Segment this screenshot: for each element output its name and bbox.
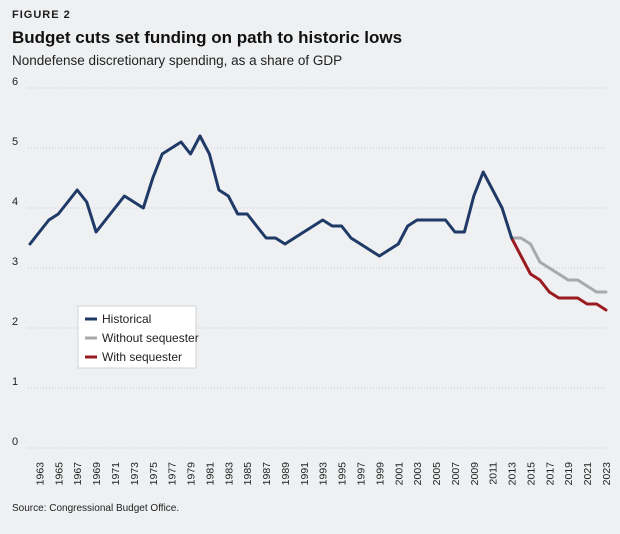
y-tick-label-5: 5 [12, 136, 18, 148]
source-note: Source: Congressional Budget Office. [12, 503, 180, 514]
x-tick-label-1999: 1999 [374, 462, 386, 486]
x-tick-label-2017: 2017 [544, 462, 556, 486]
x-tick-label-2011: 2011 [488, 462, 500, 485]
y-tick-label-6: 6 [12, 76, 18, 88]
y-tick-label-1: 1 [12, 376, 18, 388]
x-tick-label-1971: 1971 [110, 462, 122, 486]
x-tick-label-1985: 1985 [242, 462, 254, 486]
legend-label-historical: Historical [102, 312, 151, 326]
series-line-without-sequester [510, 236, 608, 294]
chart-title: Budget cuts set funding on path to histo… [12, 28, 403, 47]
chart-subtitle: Nondefense discretionary spending, as a … [12, 53, 343, 68]
x-tick-label-1983: 1983 [223, 462, 235, 486]
legend-label-with-sequester: With sequester [102, 350, 182, 364]
x-tick-label-2013: 2013 [507, 462, 519, 486]
x-tick-label-2019: 2019 [563, 462, 575, 486]
figure-label: FIGURE 2 [12, 9, 71, 21]
legend-label-without-sequester: Without sequester [102, 331, 199, 345]
x-tick-label-1989: 1989 [280, 462, 292, 486]
x-tick-label-1993: 1993 [318, 462, 330, 486]
x-tick-label-2001: 2001 [393, 462, 405, 486]
series-line-with-sequester [510, 236, 608, 312]
x-tick-label-1973: 1973 [129, 462, 141, 486]
x-tick-label-1995: 1995 [337, 462, 349, 486]
x-tick-label-1987: 1987 [261, 462, 273, 486]
y-tick-label-3: 3 [12, 256, 18, 268]
x-tick-label-1979: 1979 [186, 462, 198, 486]
x-tick-label-1967: 1967 [72, 462, 84, 486]
y-tick-label-4: 4 [12, 196, 18, 208]
x-tick-label-2005: 2005 [431, 462, 443, 486]
x-tick-label-2003: 2003 [412, 462, 424, 486]
x-tick-label-1963: 1963 [34, 462, 46, 486]
x-tick-label-1969: 1969 [91, 462, 103, 486]
x-tick-label-1965: 1965 [53, 462, 65, 486]
x-tick-label-1975: 1975 [148, 462, 160, 486]
series-line-historical [28, 134, 514, 258]
legend-box [77, 305, 197, 369]
x-tick-label-1977: 1977 [167, 462, 179, 486]
y-tick-label-0: 0 [12, 436, 18, 448]
x-tick-label-1991: 1991 [299, 462, 311, 486]
x-tick-label-1997: 1997 [355, 462, 367, 486]
x-tick-label-1981: 1981 [204, 462, 216, 486]
x-tick-label-2007: 2007 [450, 462, 462, 486]
x-tick-label-2021: 2021 [582, 462, 594, 486]
x-tick-label-2015: 2015 [525, 462, 537, 486]
x-tick-label-2023: 2023 [601, 462, 613, 486]
y-tick-label-2: 2 [12, 316, 18, 328]
x-tick-label-2009: 2009 [469, 462, 481, 486]
